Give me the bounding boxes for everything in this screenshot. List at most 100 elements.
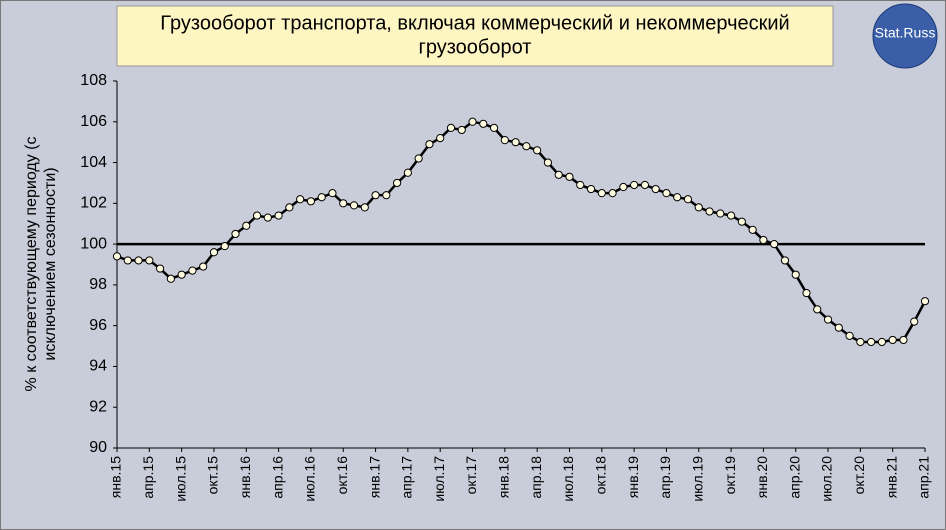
marker (716, 209, 725, 218)
x-tick-label: июл.18 (560, 456, 576, 502)
marker (597, 189, 606, 198)
marker (457, 125, 466, 135)
logo (872, 3, 938, 69)
marker (446, 123, 456, 132)
marker (522, 142, 531, 151)
marker (220, 242, 229, 251)
marker (856, 337, 865, 347)
marker (209, 248, 219, 257)
marker (845, 331, 854, 340)
y-tick-label: 96 (89, 317, 107, 334)
y-tick-label: 108 (80, 72, 107, 89)
marker (500, 136, 509, 145)
marker (360, 203, 369, 212)
marker (888, 335, 897, 345)
x-tick-label: окт.19 (722, 456, 738, 495)
marker (296, 195, 305, 204)
marker (748, 225, 757, 234)
marker (199, 262, 208, 271)
marker (155, 264, 165, 273)
x-tick-label: июл.19 (689, 456, 705, 502)
marker (662, 189, 671, 198)
x-tick-label: июл.15 (172, 456, 188, 502)
marker (166, 274, 175, 283)
marker (436, 133, 445, 143)
marker (554, 170, 563, 179)
marker (177, 270, 186, 279)
x-tick-label: апр.17 (399, 456, 415, 499)
y-tick-label: 92 (89, 398, 107, 415)
x-tick-label: окт.17 (463, 456, 479, 495)
x-tick-label: апр.16 (269, 456, 285, 499)
y-tick-label: 106 (80, 113, 107, 130)
x-tick-label: окт.20 (851, 456, 867, 495)
marker (123, 256, 132, 265)
marker (306, 197, 316, 206)
marker (630, 180, 639, 190)
marker (134, 256, 143, 265)
x-tick-label: янв.17 (366, 456, 382, 498)
marker (382, 191, 391, 200)
y-tick-label: 90 (89, 439, 107, 456)
marker (263, 213, 272, 222)
x-tick-label: апр.18 (528, 456, 544, 499)
chart-title: Грузооборот транспорта, включая коммерче… (160, 12, 789, 34)
marker (608, 189, 617, 198)
marker (252, 211, 262, 220)
y-tick-label: 100 (80, 235, 107, 252)
marker (823, 315, 833, 324)
y-tick-label: 94 (89, 358, 107, 375)
marker (479, 119, 488, 128)
marker (145, 256, 154, 265)
marker (651, 184, 660, 194)
marker (920, 297, 930, 306)
x-tick-label: окт.15 (205, 456, 221, 495)
marker (910, 317, 919, 326)
y-tick-label: 98 (89, 276, 107, 293)
x-tick-label: июл.16 (302, 456, 318, 502)
marker (683, 195, 693, 204)
marker (425, 140, 434, 149)
marker (328, 189, 337, 198)
marker (791, 270, 800, 279)
x-tick-label: апр.15 (140, 456, 156, 499)
x-tick-label: апр.21 (916, 456, 932, 499)
x-tick-label: янв.16 (237, 456, 253, 498)
x-tick-label: июл.20 (819, 456, 835, 502)
marker (565, 172, 574, 181)
marker (489, 123, 499, 132)
marker (705, 207, 714, 216)
marker (317, 193, 326, 202)
marker (619, 182, 628, 192)
y-tick-label: 102 (80, 195, 107, 212)
x-tick-label: янв.20 (754, 456, 770, 498)
x-tick-label: янв.18 (496, 456, 512, 498)
marker (371, 191, 380, 200)
marker (834, 323, 843, 332)
marker (242, 221, 251, 230)
marker (813, 305, 822, 314)
title-box (116, 5, 834, 67)
x-tick-label: янв.21 (883, 456, 899, 498)
marker (285, 203, 294, 212)
x-tick-label: янв.19 (625, 456, 641, 498)
logo-text: Stat.Russ (875, 25, 936, 41)
marker (867, 337, 876, 347)
marker (586, 184, 596, 194)
marker (231, 229, 240, 239)
marker (694, 203, 703, 212)
marker (533, 146, 542, 155)
x-tick-label: окт.16 (334, 456, 350, 495)
x-tick-label: июл.17 (431, 456, 447, 502)
marker (468, 117, 477, 126)
x-tick-label: янв.15 (108, 456, 124, 498)
marker (112, 252, 122, 261)
marker (393, 178, 402, 188)
marker (403, 168, 412, 177)
marker (576, 180, 585, 190)
x-tick-label: апр.20 (786, 456, 802, 499)
x-tick-label: апр.19 (657, 456, 673, 499)
marker (780, 256, 790, 265)
y-axis-title: исключением сезонности) (42, 167, 59, 360)
